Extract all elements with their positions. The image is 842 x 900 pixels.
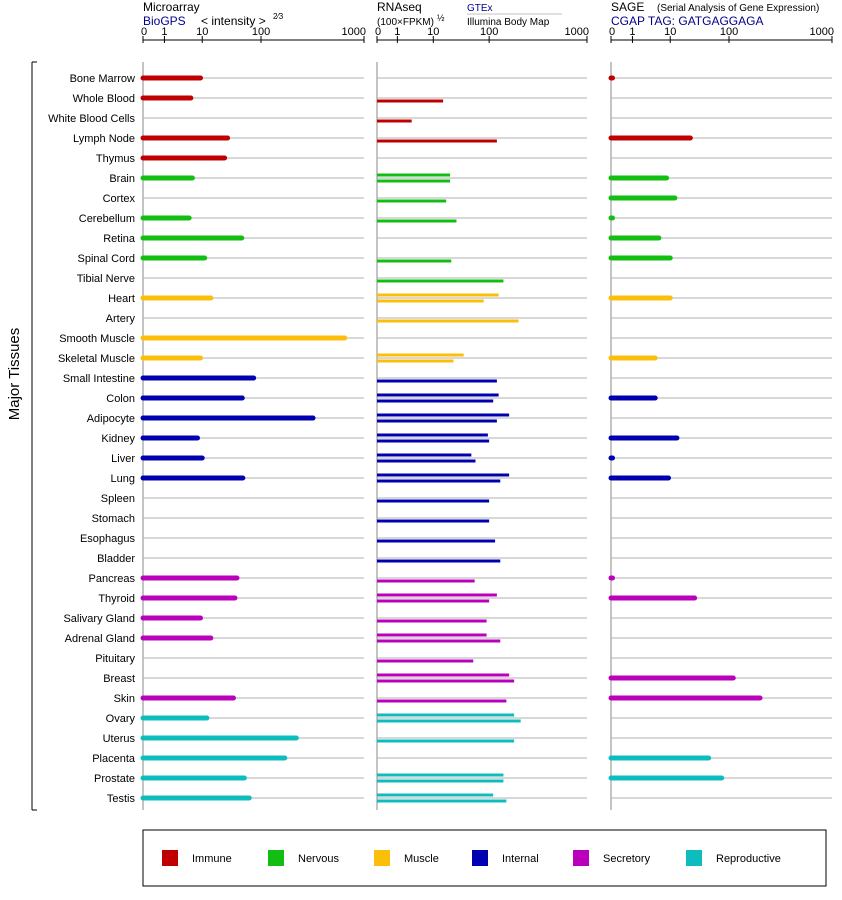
tissue-label-lung: Lung (111, 473, 135, 485)
panel-subtitle: CGAP TAG: GATGAGGAGA (611, 14, 763, 28)
tissue-label-spleen: Spleen (101, 493, 135, 505)
x-tick-label: 1000 (565, 26, 589, 38)
tissue-label-cortex: Cortex (103, 193, 136, 205)
legend-swatch (162, 850, 178, 866)
x-tick-label: 1 (629, 26, 635, 38)
tissue-label-bladder: Bladder (97, 553, 135, 565)
tissue-label-thyroid: Thyroid (98, 593, 135, 605)
tissue-label-liver: Liver (111, 453, 135, 465)
legend-item-internal: Internal (472, 850, 539, 866)
tissue-label-colon: Colon (106, 393, 135, 405)
x-tick-label: 10 (664, 26, 676, 38)
legend-swatch (268, 850, 284, 866)
y-axis-bracket (31, 61, 37, 811)
legend-item-reproductive: Reproductive (686, 850, 781, 866)
x-tick-label: 1 (161, 26, 167, 38)
tissue-label-breast: Breast (103, 673, 135, 685)
x-tick-label: 0 (375, 26, 381, 38)
tissue-label-uterus: Uterus (103, 733, 136, 745)
tissue-label-tibial-nerve: Tibial Nerve (77, 273, 135, 285)
row-labels: Bone Marrow Whole Blood White Blood Cells L… (48, 73, 136, 805)
tissue-label-skin: Skin (114, 693, 135, 705)
tissue-label-whole-blood: Whole Blood (73, 93, 135, 105)
legend-item-secretory: Secretory (573, 850, 651, 866)
legend-label: Internal (502, 853, 539, 865)
tissue-label-retina: Retina (103, 233, 136, 245)
x-tick-label: 0 (141, 26, 147, 38)
tissue-label-esophagus: Esophagus (80, 533, 136, 545)
tissue-label-testis: Testis (107, 793, 136, 805)
legend-label: Reproductive (716, 853, 781, 865)
legend-swatch (686, 850, 702, 866)
tissue-label-smooth-muscle: Smooth Muscle (59, 333, 135, 345)
legend-label: Immune (192, 853, 232, 865)
legend-item-immune: Immune (162, 850, 232, 866)
tissue-label-kidney: Kidney (101, 433, 135, 445)
x-tick-label: 1000 (810, 26, 834, 38)
tissue-label-white-blood-cells: White Blood Cells (48, 113, 135, 125)
legend-swatch (573, 850, 589, 866)
legend-item-nervous: Nervous (268, 850, 339, 866)
legend-item-muscle: Muscle (374, 850, 439, 866)
legend-label: Secretory (603, 853, 651, 865)
x-tick-label: 1 (394, 26, 400, 38)
tissue-label-prostate: Prostate (94, 773, 135, 785)
tissue-label-ovary: Ovary (106, 713, 136, 725)
x-tick-label: 10 (196, 26, 208, 38)
legend-swatch (472, 850, 488, 866)
x-tick-label: 100 (252, 26, 270, 38)
x-tick-label: 10 (427, 26, 439, 38)
tissue-label-bone-marrow: Bone Marrow (70, 73, 135, 85)
panel-title: Microarray (143, 0, 200, 14)
panel-subtitle: BioGPS (143, 14, 186, 28)
panel-sage: SAGE (Serial Analysis of Gene Expression)… (608, 0, 834, 810)
legend-swatch (374, 850, 390, 866)
legend-label: Nervous (298, 853, 339, 865)
tissue-label-lymph-node: Lymph Node (73, 133, 135, 145)
tissue-label-small-intestine: Small Intestine (63, 373, 135, 385)
panel-title: SAGE (611, 0, 644, 14)
tissue-label-artery: Artery (106, 313, 136, 325)
y-axis-label: Major Tissues (6, 328, 23, 421)
legend: Immune Nervous Muscle Internal Secretory Repr… (142, 829, 827, 887)
source-illumina: Illumina Body Map (467, 17, 550, 28)
tissue-label-adipocyte: Adipocyte (87, 413, 135, 425)
panel-rnaseq: RNAseq (100×FPKM) ½ GTEx Illumina Body Map 0 1… (375, 0, 589, 810)
scale-exponent: 2⁄3 (273, 12, 284, 21)
x-tick-label: 100 (720, 26, 738, 38)
tissue-label-placenta: Placenta (92, 753, 136, 765)
tissue-label-heart: Heart (108, 293, 135, 305)
tissue-label-skeletal-muscle: Skeletal Muscle (58, 353, 135, 365)
scale-label: < intensity > (201, 14, 266, 28)
panel-title-note: (Serial Analysis of Gene Expression) (657, 3, 819, 14)
tissue-label-salivary-gland: Salivary Gland (63, 613, 135, 625)
panel-title: RNAseq (377, 0, 422, 14)
scale-label: (100×FPKM) (377, 17, 434, 28)
legend-label: Muscle (404, 853, 439, 865)
x-tick-label: 100 (480, 26, 498, 38)
tissue-label-thymus: Thymus (96, 153, 136, 165)
tissue-label-spinal-cord: Spinal Cord (78, 253, 135, 265)
legend-items: Immune Nervous Muscle Internal Secretory Repr… (162, 850, 781, 866)
scale-exponent: ½ (437, 13, 445, 23)
tissue-label-stomach: Stomach (92, 513, 135, 525)
tissue-label-pituitary: Pituitary (95, 653, 135, 665)
tissue-label-brain: Brain (109, 173, 135, 185)
tissue-label-adrenal-gland: Adrenal Gland (65, 633, 135, 645)
tissue-label-cerebellum: Cerebellum (79, 213, 135, 225)
x-tick-label: 1000 (342, 26, 366, 38)
tissue-label-pancreas: Pancreas (89, 573, 136, 585)
x-tick-label: 0 (609, 26, 615, 38)
source-gtex: GTEx (467, 3, 493, 14)
